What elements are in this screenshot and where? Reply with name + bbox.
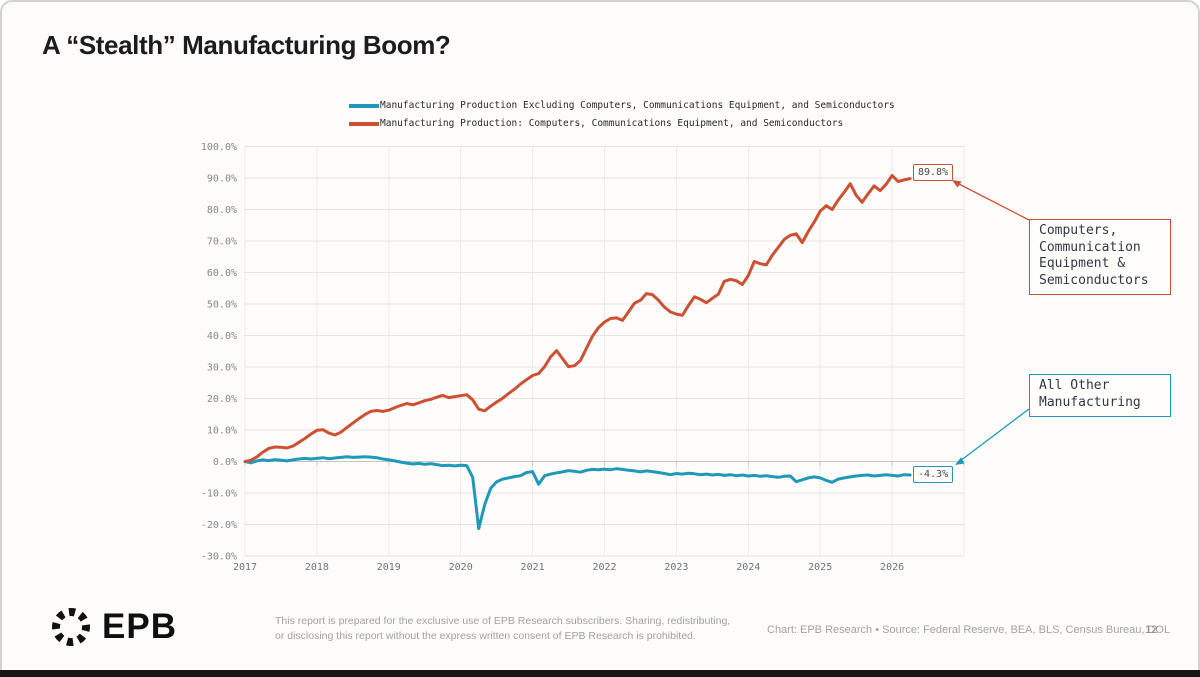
- y-axis-tick-label: 70.0%: [207, 237, 237, 248]
- chart-legend: Manufacturing Production Excluding Compu…: [349, 100, 895, 129]
- x-axis-tick-label: 2018: [305, 562, 329, 573]
- x-axis-tick-label: 2025: [808, 562, 832, 573]
- y-axis-tick-label: 50.0%: [207, 300, 237, 311]
- y-axis-tick-label: -20.0%: [201, 520, 237, 531]
- y-axis-tick-label: 90.0%: [207, 174, 237, 185]
- other-callout-arrow-line: [959, 408, 1030, 462]
- footer-disclaimer-line2: or disclosing this report without the ex…: [275, 630, 696, 642]
- computers-callout-arrow-line: [957, 182, 1030, 221]
- x-axis-tick-label: 2021: [521, 562, 545, 573]
- footer-disclaimer-line1: This report is prepared for the exclusiv…: [275, 615, 731, 627]
- epb-logo-icon: [52, 608, 90, 646]
- x-axis-tick-label: 2022: [592, 562, 616, 573]
- legend-label: Manufacturing Production Excluding Compu…: [380, 100, 895, 111]
- callout-computers-comm-equipment-semiconductors: Computers, Communication Equipment & Sem…: [1029, 219, 1171, 295]
- legend-item-excluding: Manufacturing Production Excluding Compu…: [349, 100, 895, 111]
- legend-item-computers: Manufacturing Production: Computers, Com…: [349, 118, 895, 129]
- x-axis-tick-label: 2017: [233, 562, 257, 573]
- x-axis-tick-label: 2026: [880, 562, 904, 573]
- page-title: A “Stealth” Manufacturing Boom?: [42, 30, 451, 60]
- legend-swatch-blue: [349, 103, 379, 108]
- y-axis-tick-label: -30.0%: [201, 552, 237, 563]
- y-axis-tick-label: 100.0%: [201, 142, 237, 153]
- y-axis-tick-label: 60.0%: [207, 268, 237, 279]
- x-axis-tick-label: 2019: [377, 562, 401, 573]
- callout-all-other-manufacturing: All Other Manufacturing: [1029, 374, 1171, 417]
- page-number: 12: [1145, 624, 1158, 636]
- y-axis-tick-label: 0.0%: [213, 457, 237, 468]
- y-axis-tick-label: 10.0%: [207, 426, 237, 437]
- y-axis-tick-label: 30.0%: [207, 363, 237, 374]
- blue-series-end-value-label: -4.3%: [913, 466, 954, 483]
- orange-series-end-value-label: 89.8%: [913, 164, 954, 181]
- y-axis-tick-label: 40.0%: [207, 331, 237, 342]
- computers-callout-arrowhead-icon: [952, 180, 962, 188]
- bottom-black-bar: [0, 670, 1200, 677]
- legend-swatch-orange: [349, 121, 379, 126]
- epb-logo-text: EPB: [102, 607, 177, 646]
- x-axis-tick-label: 2023: [664, 562, 688, 573]
- series-line-computers-comm-semis: [243, 174, 912, 463]
- y-axis-tick-label: 20.0%: [207, 394, 237, 405]
- y-axis-tick-label: -10.0%: [201, 489, 237, 500]
- series-line-all-other-manufacturing: [243, 455, 912, 531]
- footer-disclaimer: This report is prepared for the exclusiv…: [275, 614, 730, 644]
- x-axis-tick-label: 2020: [449, 562, 473, 573]
- epb-logo: EPB: [50, 606, 177, 648]
- footer-credits: Chart: EPB Research • Source: Federal Re…: [767, 624, 1171, 636]
- y-axis-tick-label: 80.0%: [207, 205, 237, 216]
- other-callout-arrowhead-icon: [955, 457, 965, 465]
- legend-label: Manufacturing Production: Computers, Com…: [380, 118, 844, 129]
- x-axis-tick-label: 2024: [736, 562, 760, 573]
